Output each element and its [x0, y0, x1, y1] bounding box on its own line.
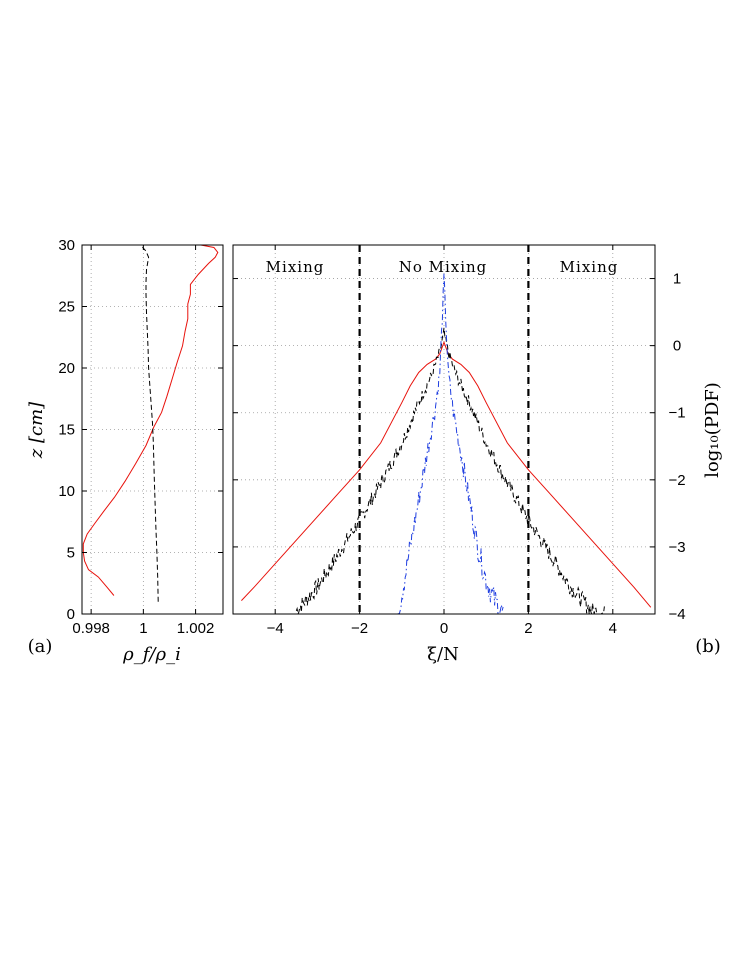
panel-b-divider-lines [358, 245, 530, 614]
y-tick-label: −1 [668, 405, 685, 422]
y-tick-label: 0 [673, 338, 681, 355]
panel-b: −4 −2 0 2 4 −4 −3 −2 −1 0 1 Mixing No Mixing Mixin… [232, 244, 723, 665]
panel-a-ticks: 0.998 1 1.002 0 5 10 15 20 25 30 [58, 237, 223, 637]
panel-a-xlabel: ρ_f/ρ_i [122, 644, 181, 665]
series-line [140, 244, 159, 602]
y-tick-label: 1 [673, 271, 681, 288]
y-tick-label: 5 [67, 545, 75, 562]
y-tick-label: 0 [67, 606, 75, 623]
y-tick-label: 30 [58, 237, 75, 254]
y-tick-label: −4 [668, 606, 685, 623]
panel-b-grid [233, 245, 655, 615]
region-label-right: Mixing [560, 258, 619, 276]
y-tick-label: 10 [58, 483, 75, 500]
y-tick-label: 15 [58, 422, 75, 439]
x-tick-label: 0.998 [72, 620, 110, 637]
x-tick-label: −2 [351, 620, 368, 637]
panel-b-series [241, 273, 652, 616]
series-line [397, 273, 504, 615]
region-label-left: Mixing [266, 258, 325, 276]
series-line [82, 244, 219, 596]
series-line [241, 340, 652, 608]
panel-a-grid [82, 244, 223, 615]
x-tick-label: 0 [440, 620, 448, 637]
y-tick-label: −2 [668, 472, 685, 489]
y-tick-label: −3 [668, 539, 685, 556]
panel-a: 0.998 1 1.002 0 5 10 15 20 25 30 z [cm] ρ_f/ρ_i (… [26, 237, 224, 665]
panel-b-xlabel: ξ/N [427, 644, 459, 665]
panel-b-ticks: −4 −2 0 2 4 −4 −3 −2 −1 0 1 [233, 245, 686, 637]
x-tick-label: −4 [267, 620, 284, 637]
x-tick-label: 1.002 [177, 620, 215, 637]
panel-b-letter: (b) [695, 636, 721, 657]
region-label-center: No Mixing [399, 258, 488, 276]
x-tick-label: 4 [609, 620, 617, 637]
y-tick-label: 25 [58, 299, 75, 316]
x-tick-label: 1 [139, 620, 147, 637]
panel-a-ylabel: z [cm] [26, 401, 47, 459]
panel-a-series [82, 244, 219, 602]
panel-b-ylabel: log₁₀(PDF) [702, 382, 723, 478]
x-tick-label: 2 [524, 620, 532, 637]
panel-a-letter: (a) [28, 636, 53, 657]
series-line [295, 327, 605, 616]
y-tick-label: 20 [58, 360, 75, 377]
